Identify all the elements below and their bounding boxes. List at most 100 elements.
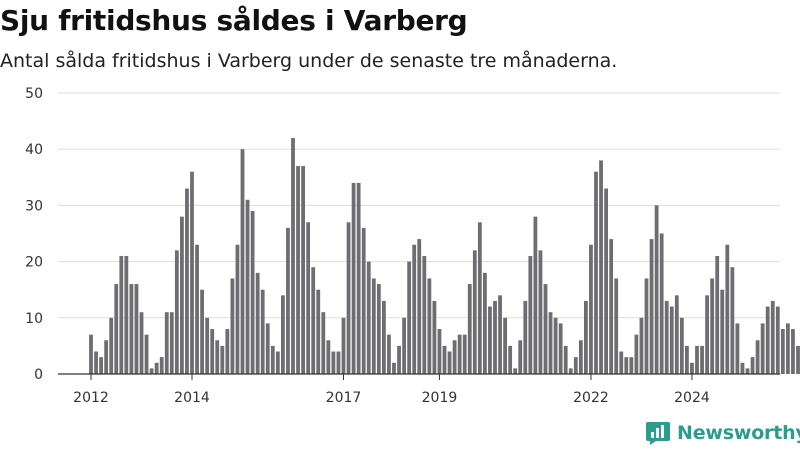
bar-series xyxy=(89,137,800,374)
bar xyxy=(538,250,543,374)
bar xyxy=(270,345,275,374)
bar xyxy=(528,255,533,374)
x-tick-label: 2022 xyxy=(573,390,609,406)
bar xyxy=(245,199,250,374)
bar xyxy=(260,289,265,374)
bar xyxy=(215,340,220,374)
newsworthy-logo: Newsworthy xyxy=(645,419,800,447)
bar xyxy=(644,278,649,374)
bar xyxy=(109,317,114,374)
bar xyxy=(664,300,669,374)
bar xyxy=(462,334,467,374)
bar xyxy=(220,345,225,374)
bar xyxy=(745,368,750,374)
bar xyxy=(447,351,452,374)
bar xyxy=(477,222,482,374)
bar xyxy=(452,340,457,374)
bar xyxy=(508,345,513,374)
bar xyxy=(533,216,538,374)
tick-labels: 010203040502012201420172019202220247 xyxy=(25,86,710,406)
bar xyxy=(366,261,371,374)
bar xyxy=(720,289,725,374)
bar xyxy=(649,239,654,374)
bar xyxy=(755,340,760,374)
bar xyxy=(417,239,422,374)
bar xyxy=(200,289,204,374)
bar-chart: 010203040502012201420172019202220247 xyxy=(25,86,800,406)
bar xyxy=(331,351,336,374)
bar xyxy=(654,205,659,374)
bar xyxy=(690,362,694,374)
newsworthy-logo-icon xyxy=(646,422,670,445)
bar xyxy=(685,345,689,374)
bar xyxy=(669,306,674,374)
bar xyxy=(286,227,290,374)
bar xyxy=(513,368,518,374)
bar xyxy=(164,312,169,374)
bar xyxy=(442,345,447,374)
bar xyxy=(619,351,624,374)
bar xyxy=(139,312,144,374)
bar xyxy=(306,222,311,374)
bar xyxy=(427,278,432,374)
bar xyxy=(780,329,785,374)
bar xyxy=(296,166,300,374)
x-tick-label: 2017 xyxy=(326,390,362,406)
bar xyxy=(382,300,386,374)
bar xyxy=(796,345,800,374)
bar xyxy=(594,171,598,374)
bar xyxy=(169,312,174,374)
y-tick-label: 0 xyxy=(34,367,43,383)
bar xyxy=(609,239,614,374)
bar xyxy=(129,284,134,374)
bar xyxy=(250,211,255,374)
bar xyxy=(578,340,583,374)
bar xyxy=(775,306,780,374)
bar xyxy=(629,357,634,374)
bar xyxy=(432,300,437,374)
bar xyxy=(498,295,502,374)
bar xyxy=(341,317,346,374)
x-tick-label: 2019 xyxy=(422,390,458,406)
bar xyxy=(493,300,497,374)
bar xyxy=(472,250,477,374)
bar xyxy=(402,317,406,374)
axes xyxy=(58,373,780,380)
bar xyxy=(503,317,507,374)
bar xyxy=(735,323,740,374)
bar xyxy=(518,340,523,374)
y-tick-label: 30 xyxy=(25,198,43,214)
bar xyxy=(407,261,412,374)
bar xyxy=(730,267,735,374)
bar xyxy=(412,244,417,374)
bar xyxy=(467,284,472,374)
bar xyxy=(104,340,109,374)
bar xyxy=(149,368,154,374)
bar xyxy=(457,334,462,374)
bar xyxy=(275,351,280,374)
bar xyxy=(705,295,709,374)
x-tick-label: 2012 xyxy=(73,390,109,406)
bar xyxy=(392,362,396,374)
bar xyxy=(740,362,745,374)
brand-name: Newsworthy xyxy=(677,422,800,444)
bar xyxy=(695,345,699,374)
y-tick-label: 20 xyxy=(25,255,43,271)
bar xyxy=(376,284,381,374)
bar xyxy=(437,329,442,374)
bar xyxy=(114,284,119,374)
bar xyxy=(599,160,603,374)
bar xyxy=(659,233,664,374)
bar xyxy=(301,166,305,374)
bar xyxy=(185,188,189,374)
bar xyxy=(765,306,770,374)
bar xyxy=(291,137,295,374)
bar xyxy=(679,317,684,374)
x-tick-label: 2014 xyxy=(174,390,210,406)
bar xyxy=(336,351,341,374)
bar xyxy=(321,312,326,374)
bar xyxy=(119,255,124,374)
bar xyxy=(124,255,129,374)
bar xyxy=(674,295,679,374)
bar xyxy=(634,334,639,374)
